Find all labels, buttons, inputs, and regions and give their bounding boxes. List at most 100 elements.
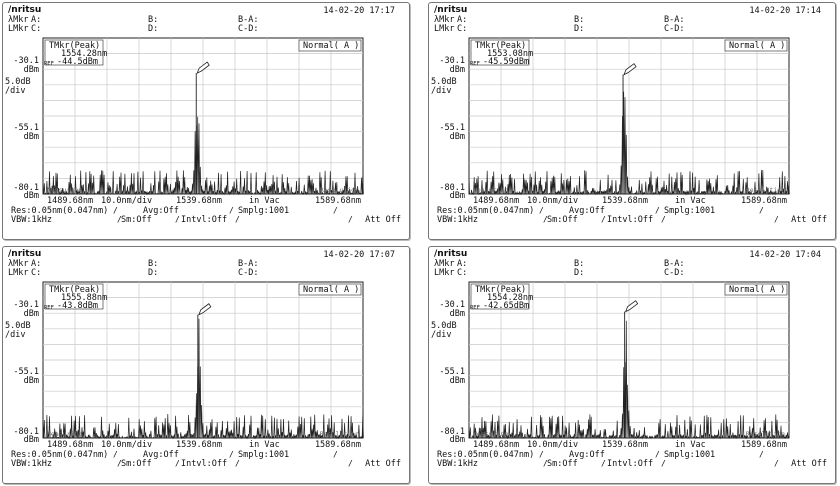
- mid-level-label: -55.1: [439, 123, 465, 133]
- separator-slash: /: [539, 206, 544, 215]
- trace-marker-box: TMkr(Peak)1554.28nm REF -44.5dBm: [44, 39, 107, 67]
- trace-marker-level: -43.8dBm: [57, 301, 98, 311]
- separator-slash: /: [348, 459, 353, 468]
- average-setting: Avg:Off: [143, 206, 179, 216]
- separator-slash: /: [539, 450, 544, 459]
- bottom-level-label: -80.1: [13, 183, 39, 193]
- marker-d: D:: [574, 24, 584, 34]
- x-div-label: 10.0nm/div: [101, 440, 152, 450]
- marker-c-d: C-D:: [238, 24, 258, 34]
- marker-d: D:: [148, 24, 158, 34]
- marker-a: A:: [31, 259, 41, 269]
- marker-d: D:: [574, 268, 584, 278]
- marker-c: C:: [457, 24, 467, 34]
- ref-level-label: -30.1: [13, 56, 39, 66]
- separator-slash: /: [774, 215, 779, 224]
- x-center-label: 1539.68nm: [176, 196, 222, 206]
- screen-panel-2: /nritsu 14-02-20 17:14 λMkr LMkr A: C: B: D: B-A…: [428, 2, 836, 240]
- ref-level-unit: dBm: [450, 65, 465, 75]
- attenuator-setting: Att Off: [791, 459, 827, 469]
- attenuator-setting: Att Off: [365, 459, 401, 469]
- separator-slash: /: [229, 450, 234, 459]
- resolution-overlay: Resolution: [320, 186, 359, 194]
- attenuator-setting: Att Off: [365, 215, 401, 225]
- mid-level-unit: dBm: [450, 376, 465, 386]
- separator-slash: /: [759, 206, 764, 215]
- trace-marker-level: -44.5dBm: [57, 57, 98, 67]
- sampling-setting: Smplg:1001: [238, 450, 289, 460]
- x-div-label: 10.0nm/div: [527, 196, 578, 206]
- interval-setting: Intvl:Off: [181, 459, 227, 469]
- level-marker-label: LMkr: [434, 24, 454, 34]
- ref-level-label: -30.1: [13, 300, 39, 310]
- trace-marker-box: TMkr(Peak)1554.28nm REF -42.65dBm: [470, 283, 533, 311]
- attenuator-setting: Att Off: [791, 215, 827, 225]
- trace-marker-wavelength: 1555.88nm: [61, 293, 107, 303]
- resolution-overlay: Resolution: [746, 430, 785, 438]
- level-marker-label: LMkr: [8, 24, 28, 34]
- x-start-label: 1489.68nm: [473, 440, 519, 450]
- marker-b-a: B-A:: [664, 259, 684, 269]
- trace-marker-level: -45.59dBm: [483, 57, 529, 67]
- mid-level-unit: dBm: [24, 132, 39, 142]
- ref-level-unit: dBm: [24, 65, 39, 75]
- smoothing-setting: Sm:Off: [547, 459, 578, 469]
- bottom-level-unit: dBm: [450, 435, 465, 445]
- ref-level-unit: dBm: [450, 309, 465, 319]
- trace-marker-wavelength: 1554.28nm: [487, 293, 533, 303]
- bottom-level-unit: dBm: [24, 435, 39, 445]
- bottom-level-label: -80.1: [439, 183, 465, 193]
- brand-logo: /nritsu: [8, 249, 41, 259]
- trace-marker-title: TMkr(Peak): [475, 285, 526, 295]
- x-div-label: 10.0nm/div: [527, 440, 578, 450]
- separator-slash: /: [661, 215, 666, 224]
- bottom-level-label: -80.1: [13, 427, 39, 437]
- marker-b: B:: [148, 15, 158, 25]
- x-div-label: 10.0nm/div: [101, 196, 152, 206]
- screen-panel-3: /nritsu 14-02-20 17:07 λMkr LMkr A: C: B: D: B-A…: [2, 246, 410, 484]
- measuring-overlay: Measuring: [47, 186, 82, 194]
- scale-unit-label: /div: [431, 86, 451, 96]
- bottom-level-unit: dBm: [24, 191, 39, 201]
- ref-level-unit: dBm: [24, 309, 39, 319]
- brand-logo: /nritsu: [434, 5, 467, 15]
- trace-mode-box: Normal( A ): [724, 39, 788, 52]
- marker-a: A:: [457, 15, 467, 25]
- separator-slash: /: [759, 450, 764, 459]
- marker-c-d: C-D:: [664, 268, 684, 278]
- separator-slash: /: [175, 215, 180, 224]
- trace-marker-title: TMkr(Peak): [475, 41, 526, 51]
- x-start-label: 1489.68nm: [473, 196, 519, 206]
- x-center-label: 1539.68nm: [602, 196, 648, 206]
- x-end-label: 1589.68nm: [741, 196, 787, 206]
- x-medium-label: in Vac: [675, 196, 706, 206]
- sampling-setting: Smplg:1001: [238, 206, 289, 216]
- smoothing-setting: Sm:Off: [121, 459, 152, 469]
- marker-c-d: C-D:: [238, 268, 258, 278]
- trace-marker-wavelength: 1554.28nm: [61, 49, 107, 59]
- separator-slash: /: [655, 450, 660, 459]
- peak-marker-arrow: [623, 63, 637, 76]
- mid-level-unit: dBm: [24, 376, 39, 386]
- resolution-setting: Res:0.05nm(0.047nm): [11, 450, 108, 460]
- separator-slash: /: [113, 450, 118, 459]
- marker-c: C:: [31, 24, 41, 34]
- peak-marker-arrow: [624, 300, 639, 313]
- mid-level-unit: dBm: [450, 132, 465, 142]
- separator-slash: /: [333, 206, 338, 215]
- ref-tag: REF: [470, 305, 480, 311]
- scale-unit-label: /div: [431, 330, 451, 340]
- resolution-overlay: Resolution: [320, 430, 359, 438]
- marker-b-a: B-A:: [664, 15, 684, 25]
- separator-slash: /: [543, 215, 548, 224]
- separator-slash: /: [661, 459, 666, 468]
- peak-marker-arrow: [196, 61, 210, 74]
- marker-a: A:: [457, 259, 467, 269]
- peak-marker-arrow: [198, 303, 212, 316]
- marker-c-d: C-D:: [664, 24, 684, 34]
- scale-unit-label: /div: [5, 330, 25, 340]
- x-medium-label: in Vac: [249, 440, 280, 450]
- level-marker-label: LMkr: [8, 268, 28, 278]
